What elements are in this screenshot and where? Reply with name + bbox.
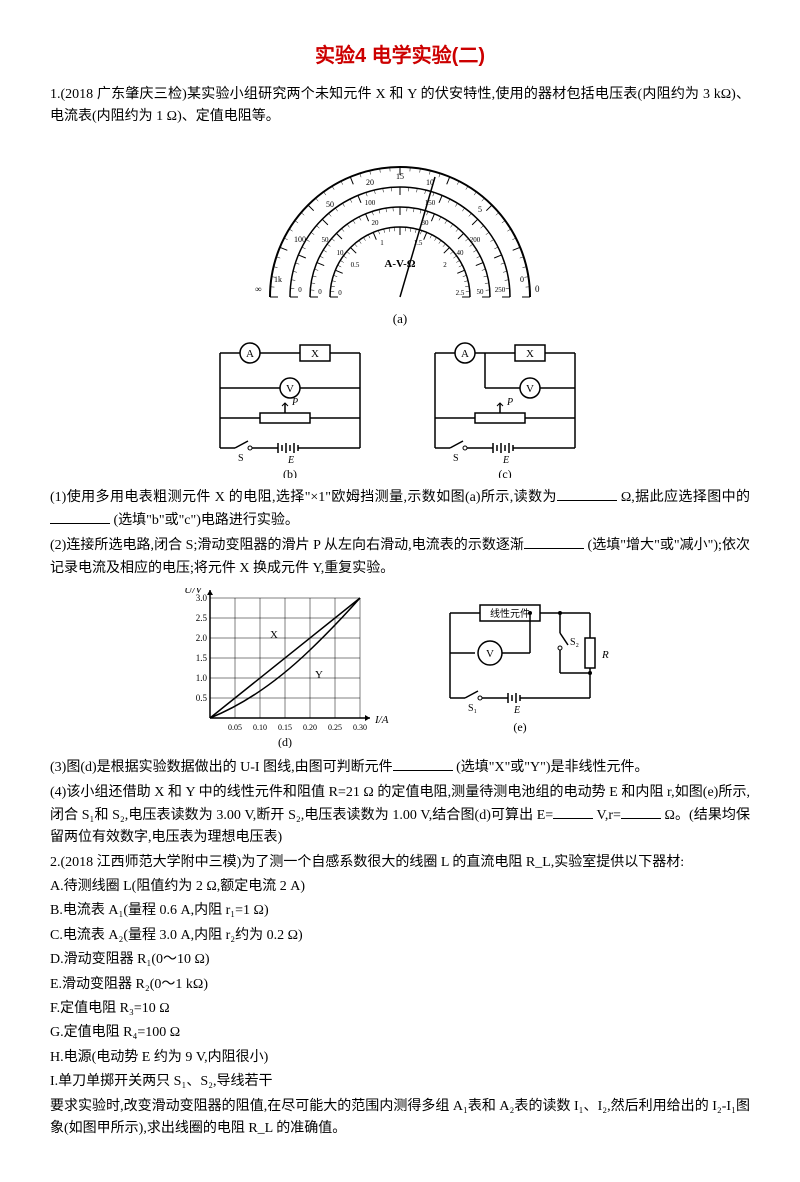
svg-text:50: 50 [322, 236, 330, 244]
svg-text:2.5: 2.5 [196, 613, 208, 623]
figure-bc: A X V P S E (b) [50, 338, 750, 478]
svg-text:2: 2 [443, 261, 447, 269]
svg-text:E: E [287, 455, 294, 466]
svg-text:2.5: 2.5 [456, 289, 465, 297]
q1-p2: (2)连接所选电路,闭合 S;滑动变阻器的滑片 P 从左向右滑动,电流表的示数逐… [50, 534, 750, 580]
q1-p3: (3)图(d)是根据实验数据做出的 U-I 图线,由图可判断元件 (选填"X"或… [50, 756, 750, 779]
svg-text:Y: Y [315, 669, 323, 681]
svg-text:E: E [513, 705, 520, 716]
svg-text:S: S [453, 453, 459, 464]
svg-text:200: 200 [470, 236, 481, 244]
svg-text:5: 5 [478, 205, 482, 214]
svg-text:R: R [601, 649, 609, 661]
svg-text:(d): (d) [278, 735, 292, 748]
svg-text:X: X [270, 629, 278, 641]
svg-text:X: X [311, 348, 319, 360]
svg-text:0.5: 0.5 [351, 261, 360, 269]
figure-de: U/V I/A 0.5 1.0 1.5 2.0 2.5 3.0 0.05 0.1… [50, 588, 750, 748]
svg-text:1.0: 1.0 [196, 673, 208, 683]
svg-text:50: 50 [326, 200, 334, 209]
svg-text:50: 50 [477, 288, 485, 296]
svg-text:0: 0 [298, 286, 302, 294]
svg-text:1.5: 1.5 [196, 653, 208, 663]
svg-text:100: 100 [294, 235, 306, 244]
svg-text:X: X [526, 348, 534, 360]
q2-item-G: G.定值电阻 R₄=100 Ω [50, 1022, 750, 1044]
svg-text:0.25: 0.25 [328, 723, 342, 732]
q2-item-I: I.单刀单掷开关两只 S₁、S₂,导线若干 [50, 1071, 750, 1093]
q2-item-H: H.电源(电动势 E 约为 9 V,内阻很小) [50, 1047, 750, 1069]
svg-text:S: S [238, 453, 244, 464]
svg-text:15: 15 [396, 172, 404, 181]
svg-text:0.15: 0.15 [278, 723, 292, 732]
svg-text:V: V [286, 383, 294, 395]
svg-text:V: V [526, 383, 534, 395]
svg-text:P: P [291, 397, 298, 408]
svg-text:3.0: 3.0 [196, 593, 208, 603]
svg-text:(c): (c) [498, 467, 511, 478]
svg-text:40: 40 [457, 249, 465, 257]
fig-a-label: (a) [50, 309, 750, 330]
svg-text:V: V [486, 648, 494, 660]
q2-item-D: D.滑动变阻器 R₁(0～10 Ω) [50, 949, 750, 971]
svg-text:0: 0 [535, 284, 540, 294]
svg-text:(b): (b) [283, 467, 297, 478]
svg-text:0.30: 0.30 [353, 723, 367, 732]
q2-item-E: E.滑动变阻器 R₂(0～1 kΩ) [50, 974, 750, 996]
svg-text:A-V-Ω: A-V-Ω [384, 258, 415, 270]
svg-text:10: 10 [337, 249, 345, 257]
svg-text:0.5: 0.5 [196, 693, 208, 703]
svg-text:E: E [502, 455, 509, 466]
svg-text:(e): (e) [513, 720, 526, 734]
svg-text:20: 20 [372, 219, 380, 227]
q1-p4: (4)该小组还借助 X 和 Y 中的线性元件和阻值 R=21 Ω 的定值电阻,测… [50, 782, 750, 850]
svg-text:0.20: 0.20 [303, 723, 317, 732]
q2-intro: 2.(2018 江西师范大学附中三模)为了测一个自感系数很大的线圈 L 的直流电… [50, 852, 750, 874]
svg-text:0: 0 [318, 288, 322, 296]
svg-text:I/A: I/A [374, 714, 389, 726]
q2-item-B: B.电流表 A₁(量程 0.6 A,内阻 r₁=1 Ω) [50, 900, 750, 922]
svg-text:0: 0 [520, 275, 524, 284]
q2-item-F: F.定值电阻 R₃=10 Ω [50, 998, 750, 1020]
q1-intro: 1.(2018 广东肇庆三检)某实验小组研究两个未知元件 X 和 Y 的伏安特性… [50, 84, 750, 129]
svg-text:1: 1 [380, 239, 384, 247]
svg-text:0.10: 0.10 [253, 723, 267, 732]
svg-text:S₂: S₂ [570, 637, 579, 648]
q2-tail: 要求实验时,改变滑动变阻器的阻值,在尽可能大的范围内测得多组 A₁表和 A₂表的… [50, 1096, 750, 1141]
svg-text:20: 20 [366, 178, 374, 187]
q2-item-C: C.电流表 A₂(量程 3.0 A,内阻 r₂约为 0.2 Ω) [50, 925, 750, 947]
q1-p1: (1)使用多用电表粗测元件 X 的电阻,选择"×1"欧姆挡测量,示数如图(a)所… [50, 486, 750, 533]
svg-text:250: 250 [495, 286, 506, 294]
svg-text:A: A [461, 348, 469, 360]
svg-text:A: A [246, 348, 254, 360]
svg-text:2.0: 2.0 [196, 633, 208, 643]
svg-text:S₁: S₁ [468, 703, 477, 714]
page-title: 实验4 电学实验(二) [50, 40, 750, 72]
svg-text:1k: 1k [274, 275, 282, 284]
svg-text:0.05: 0.05 [228, 723, 242, 732]
figure-a: 1k 100 50 20 15 10 5 0 0 50 100 150 200 … [50, 137, 750, 330]
svg-text:P: P [506, 397, 513, 408]
q2-item-A: A.待测线圈 L(阻值约为 2 Ω,额定电流 2 A) [50, 876, 750, 898]
svg-text:100: 100 [365, 199, 376, 207]
svg-text:∞: ∞ [255, 284, 261, 294]
svg-text:线性元件: 线性元件 [490, 607, 530, 620]
svg-text:0: 0 [338, 289, 342, 297]
